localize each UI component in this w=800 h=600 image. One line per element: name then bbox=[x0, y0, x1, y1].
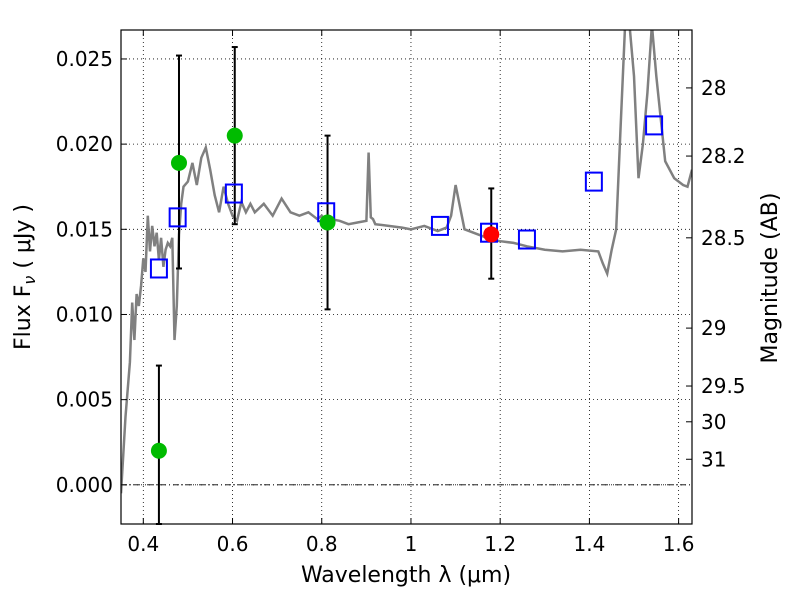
y-tick-label: 0.005 bbox=[56, 388, 113, 412]
series-layer bbox=[121, 30, 692, 494]
observed-photometry-point bbox=[150, 442, 167, 459]
y-axis-title: Flux Fν ( μJy ) bbox=[11, 204, 39, 350]
marker-layer bbox=[149, 46, 664, 525]
sed-model-curve bbox=[121, 30, 692, 494]
x-tick-label: 1.2 bbox=[484, 532, 516, 556]
y-tick-label: 0.010 bbox=[56, 302, 113, 326]
x-tick-label: 0.6 bbox=[217, 532, 249, 556]
y-tick-label: 0.025 bbox=[56, 47, 113, 71]
model-photometry-square bbox=[168, 207, 187, 228]
observed-photometry-point bbox=[226, 127, 243, 144]
model-photometry-square bbox=[517, 229, 536, 250]
y-tick-label: 0.000 bbox=[56, 473, 113, 497]
y2-ticks: 28 28.2 28.5 29 29.5 30 31 bbox=[686, 76, 746, 471]
y-ticks: 0.000 0.005 0.010 0.015 0.020 0.025 bbox=[56, 47, 127, 497]
x-tick-label: 1.4 bbox=[573, 532, 605, 556]
plot-frame bbox=[120, 29, 693, 525]
y2-tick-label: 29 bbox=[701, 316, 726, 340]
y2-tick-label: 30 bbox=[701, 410, 726, 434]
model-photometry-square bbox=[224, 183, 243, 204]
model-photometry-square bbox=[645, 115, 664, 136]
y2-tick-label: 28.2 bbox=[701, 144, 746, 168]
observed-photometry-point bbox=[319, 214, 336, 231]
red-photometry-point bbox=[483, 226, 500, 243]
model-photometry-square bbox=[149, 258, 168, 279]
model-photometry-square bbox=[584, 171, 603, 192]
x-axis-title: Wavelength λ (μm) bbox=[301, 563, 511, 588]
y2-tick-label: 29.5 bbox=[701, 374, 746, 398]
x-ticks: 0.4 0.6 0.8 1 1.2 1.4 1.6 bbox=[127, 30, 695, 556]
y-tick-label: 0.020 bbox=[56, 132, 113, 156]
y2-tick-label: 28.5 bbox=[701, 226, 746, 250]
y2-axis-title: Magnitude (AB) bbox=[758, 193, 783, 364]
x-tick-label: 0.8 bbox=[306, 532, 338, 556]
y-axis-title-units: ( μJy ) bbox=[11, 204, 36, 276]
model-photometry-square bbox=[430, 215, 449, 236]
y-axis-title-sub: ν bbox=[20, 276, 39, 285]
y2-tick-label: 31 bbox=[701, 447, 726, 471]
y-axis-title-main: Flux F bbox=[11, 285, 36, 350]
observed-photometry-point bbox=[170, 154, 187, 171]
y2-tick-label: 28 bbox=[701, 76, 726, 100]
x-tick-label: 1 bbox=[405, 532, 418, 556]
y-tick-label: 0.015 bbox=[56, 217, 113, 241]
x-tick-label: 1.6 bbox=[663, 532, 695, 556]
x-tick-label: 0.4 bbox=[127, 532, 159, 556]
